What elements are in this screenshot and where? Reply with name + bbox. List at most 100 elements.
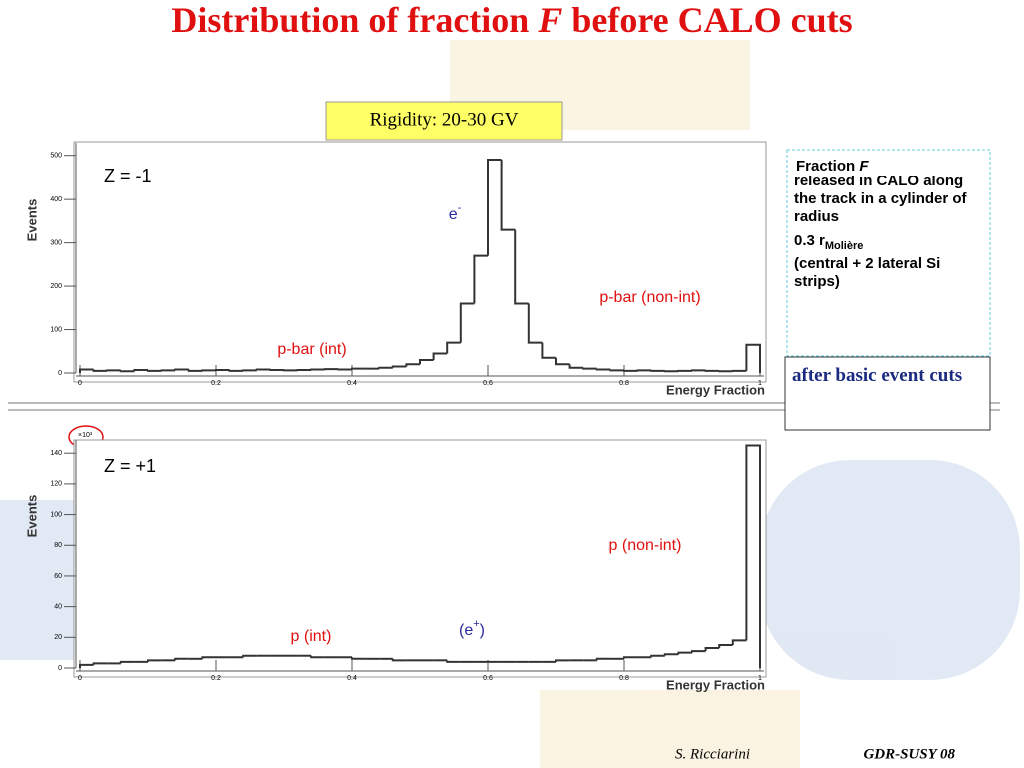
- annotation: p (non-int): [609, 537, 682, 554]
- histogram-bin: [147, 659, 162, 662]
- y-tick-label: 100: [50, 511, 62, 518]
- note-box: [786, 149, 991, 357]
- histogram-bin: [351, 657, 366, 660]
- histogram-bin: [405, 363, 420, 367]
- histogram-bin: [446, 341, 461, 354]
- annotation-text: p (non-int): [609, 537, 682, 554]
- histogram-bin: [378, 366, 393, 369]
- histogram-bin: [745, 343, 761, 373]
- x-tick-label: 0.4: [347, 380, 357, 387]
- y-tick-label: 140: [50, 450, 62, 457]
- y-tick-label: 400: [50, 196, 62, 203]
- title-text: before CALO cuts: [562, 0, 852, 40]
- footer-event: GDR-SUSY 08: [863, 746, 955, 762]
- note-line: 0.3 r: [794, 232, 825, 249]
- histogram-bin: [745, 444, 761, 668]
- histogram-bin: [391, 658, 407, 662]
- histogram-bin: [255, 368, 271, 371]
- note-text: Fraction F: [796, 158, 869, 175]
- note-line: of energy released in CALO along the tra…: [794, 176, 967, 225]
- x-tick-label: 0.2: [211, 380, 221, 387]
- annotation-sup: -: [458, 202, 462, 214]
- rigidity-label: Rigidity: 20-30 GV: [370, 109, 519, 130]
- note-line: Fraction: [796, 158, 859, 175]
- cuts-box: [784, 356, 991, 431]
- annotation: p-bar (non-int): [599, 289, 700, 306]
- y-tick-label: 200: [50, 283, 62, 290]
- annotation: p (int): [291, 628, 332, 645]
- annotation-sup: +: [473, 618, 479, 630]
- histogram-bin: [691, 650, 706, 653]
- y-tick-label: 120: [50, 481, 62, 488]
- histogram-bin: [568, 364, 584, 369]
- histogram-bin: [201, 656, 216, 659]
- histogram-bin: [595, 368, 611, 371]
- title-symbol: F: [537, 0, 562, 40]
- x-tick-label: 0.6: [483, 675, 493, 682]
- annotation-text: Z = +1: [104, 456, 156, 476]
- histogram-bin: [174, 657, 189, 661]
- histogram-bin: [500, 160, 516, 231]
- annotation-text: e: [449, 206, 458, 223]
- annotation-text: ): [480, 622, 485, 639]
- x-tick-label: 0.8: [619, 380, 629, 387]
- y-tick-label: 60: [54, 573, 62, 580]
- annotation: Z = -1: [104, 166, 152, 186]
- note-div: of energy released in CALO along the tra…: [794, 176, 988, 291]
- annotation-text: p-bar (int): [277, 341, 346, 358]
- note-r: 0.3 rMolière: [794, 232, 863, 255]
- histogram-bin: [487, 159, 502, 256]
- histogram-bin: [609, 369, 624, 372]
- y-tick-label: 40: [54, 603, 62, 610]
- histogram-bin: [718, 643, 733, 649]
- x-tick-label: 1: [758, 380, 762, 387]
- note-sub: Molière: [824, 240, 864, 252]
- y-axis-label: Events: [24, 495, 39, 538]
- histogram-bin: [419, 358, 434, 365]
- y-tick-label: 20: [54, 634, 62, 641]
- histogram-bin: [663, 653, 679, 656]
- y-tick-label: 80: [54, 542, 62, 549]
- note-line: (central + 2 lateral Si strips): [794, 255, 941, 290]
- x-tick-label: 0.8: [619, 675, 629, 682]
- annotation: (e+): [459, 618, 485, 639]
- y-tick-label: 0: [58, 665, 62, 672]
- histogram-bin: [527, 303, 543, 344]
- histogram-bin: [133, 368, 148, 372]
- annotation-text: p-bar (non-int): [599, 289, 700, 306]
- histogram-bin: [623, 656, 638, 659]
- cuts-note: after basic event cuts: [792, 365, 963, 386]
- histogram-bin: [242, 654, 257, 658]
- rigidity-box: [325, 101, 563, 141]
- annotation-text: (e: [459, 622, 473, 639]
- histogram-bin: [174, 368, 189, 371]
- histogram-bin: [310, 655, 325, 659]
- histogram-bin: [459, 302, 475, 343]
- histogram-bin: [391, 365, 407, 368]
- histogram-bin: [446, 660, 461, 663]
- histogram-bin: [147, 369, 162, 372]
- title-text: Distribution of fraction: [171, 0, 538, 40]
- histogram-bin: [582, 367, 597, 370]
- footer-author: S. Ricciarini: [675, 746, 750, 762]
- histogram-bin: [555, 357, 570, 366]
- note-symbol: F: [859, 158, 869, 175]
- histogram-bin: [119, 660, 135, 664]
- y-multiplier: ×10³: [78, 432, 93, 439]
- histogram-bin: [228, 369, 244, 372]
- histogram-bin: [92, 369, 108, 372]
- x-tick-label: 0.6: [483, 380, 493, 387]
- histogram-bin: [677, 651, 692, 655]
- histogram-bin: [79, 368, 94, 373]
- annotation: Z = +1: [104, 456, 156, 476]
- x-tick-label: 0: [78, 380, 82, 387]
- histogram-bin: [187, 369, 203, 372]
- cuts-text: after basic event cuts: [792, 365, 963, 386]
- histogram-bin: [351, 367, 366, 370]
- histogram-bin: [473, 254, 488, 304]
- x-tick-label: 0.2: [211, 675, 221, 682]
- annotation-text: p (int): [291, 628, 332, 645]
- histogram-bin: [119, 370, 135, 373]
